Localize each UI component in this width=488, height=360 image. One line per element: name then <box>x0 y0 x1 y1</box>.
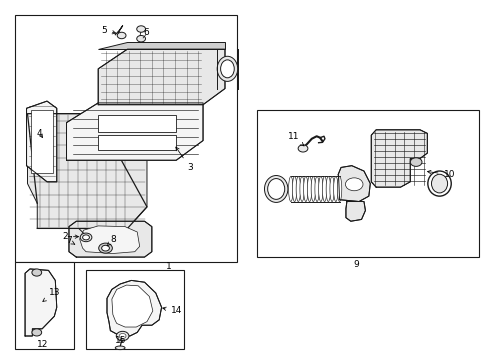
Text: 5: 5 <box>101 26 116 35</box>
Bar <box>86 270 183 348</box>
Circle shape <box>409 158 421 166</box>
Ellipse shape <box>288 176 292 202</box>
Circle shape <box>137 36 145 42</box>
Text: 7: 7 <box>66 237 75 246</box>
Text: 9: 9 <box>353 260 359 269</box>
Text: 8: 8 <box>107 235 116 246</box>
Circle shape <box>119 333 126 338</box>
Ellipse shape <box>314 176 319 202</box>
Ellipse shape <box>337 176 341 202</box>
Bar <box>31 110 53 173</box>
Text: 11: 11 <box>287 132 304 146</box>
Text: 14: 14 <box>163 306 182 315</box>
Ellipse shape <box>333 176 337 202</box>
Ellipse shape <box>310 176 315 202</box>
Text: 2: 2 <box>62 232 79 241</box>
Ellipse shape <box>329 176 334 202</box>
Ellipse shape <box>264 176 287 202</box>
Text: 1: 1 <box>166 262 171 271</box>
Ellipse shape <box>115 346 125 350</box>
Circle shape <box>116 331 129 341</box>
Polygon shape <box>26 101 57 182</box>
Ellipse shape <box>427 171 450 196</box>
Ellipse shape <box>296 176 300 202</box>
Circle shape <box>80 233 92 242</box>
Circle shape <box>117 32 126 39</box>
Text: 4: 4 <box>37 129 42 138</box>
Ellipse shape <box>303 176 307 202</box>
Ellipse shape <box>292 176 296 202</box>
Circle shape <box>99 243 112 253</box>
FancyBboxPatch shape <box>98 135 176 150</box>
Ellipse shape <box>299 176 304 202</box>
Ellipse shape <box>318 176 323 202</box>
Ellipse shape <box>267 179 284 199</box>
Bar <box>256 110 478 257</box>
Polygon shape <box>337 166 369 202</box>
Text: 10: 10 <box>427 170 454 179</box>
Ellipse shape <box>430 174 447 193</box>
Text: 12: 12 <box>37 341 48 350</box>
Polygon shape <box>370 130 427 187</box>
Ellipse shape <box>217 56 237 81</box>
Text: 15: 15 <box>115 336 126 345</box>
Polygon shape <box>107 280 161 336</box>
Text: 6: 6 <box>143 28 148 37</box>
Polygon shape <box>345 202 365 221</box>
Polygon shape <box>98 49 224 105</box>
Ellipse shape <box>220 60 234 78</box>
Circle shape <box>102 245 109 251</box>
Ellipse shape <box>325 176 330 202</box>
FancyBboxPatch shape <box>98 116 176 132</box>
Circle shape <box>32 329 41 336</box>
Polygon shape <box>98 42 224 49</box>
Bar <box>15 15 237 262</box>
Polygon shape <box>27 114 147 228</box>
Polygon shape <box>66 103 203 160</box>
Polygon shape <box>80 226 140 253</box>
Circle shape <box>345 178 362 191</box>
Polygon shape <box>25 269 57 336</box>
Ellipse shape <box>322 176 326 202</box>
Polygon shape <box>112 285 153 327</box>
Polygon shape <box>69 221 152 257</box>
Bar <box>15 262 74 348</box>
Ellipse shape <box>307 176 311 202</box>
Circle shape <box>32 269 41 276</box>
Circle shape <box>137 26 145 32</box>
Circle shape <box>82 235 89 240</box>
Circle shape <box>298 145 307 152</box>
Text: 3: 3 <box>176 147 192 172</box>
Text: 13: 13 <box>43 288 60 301</box>
